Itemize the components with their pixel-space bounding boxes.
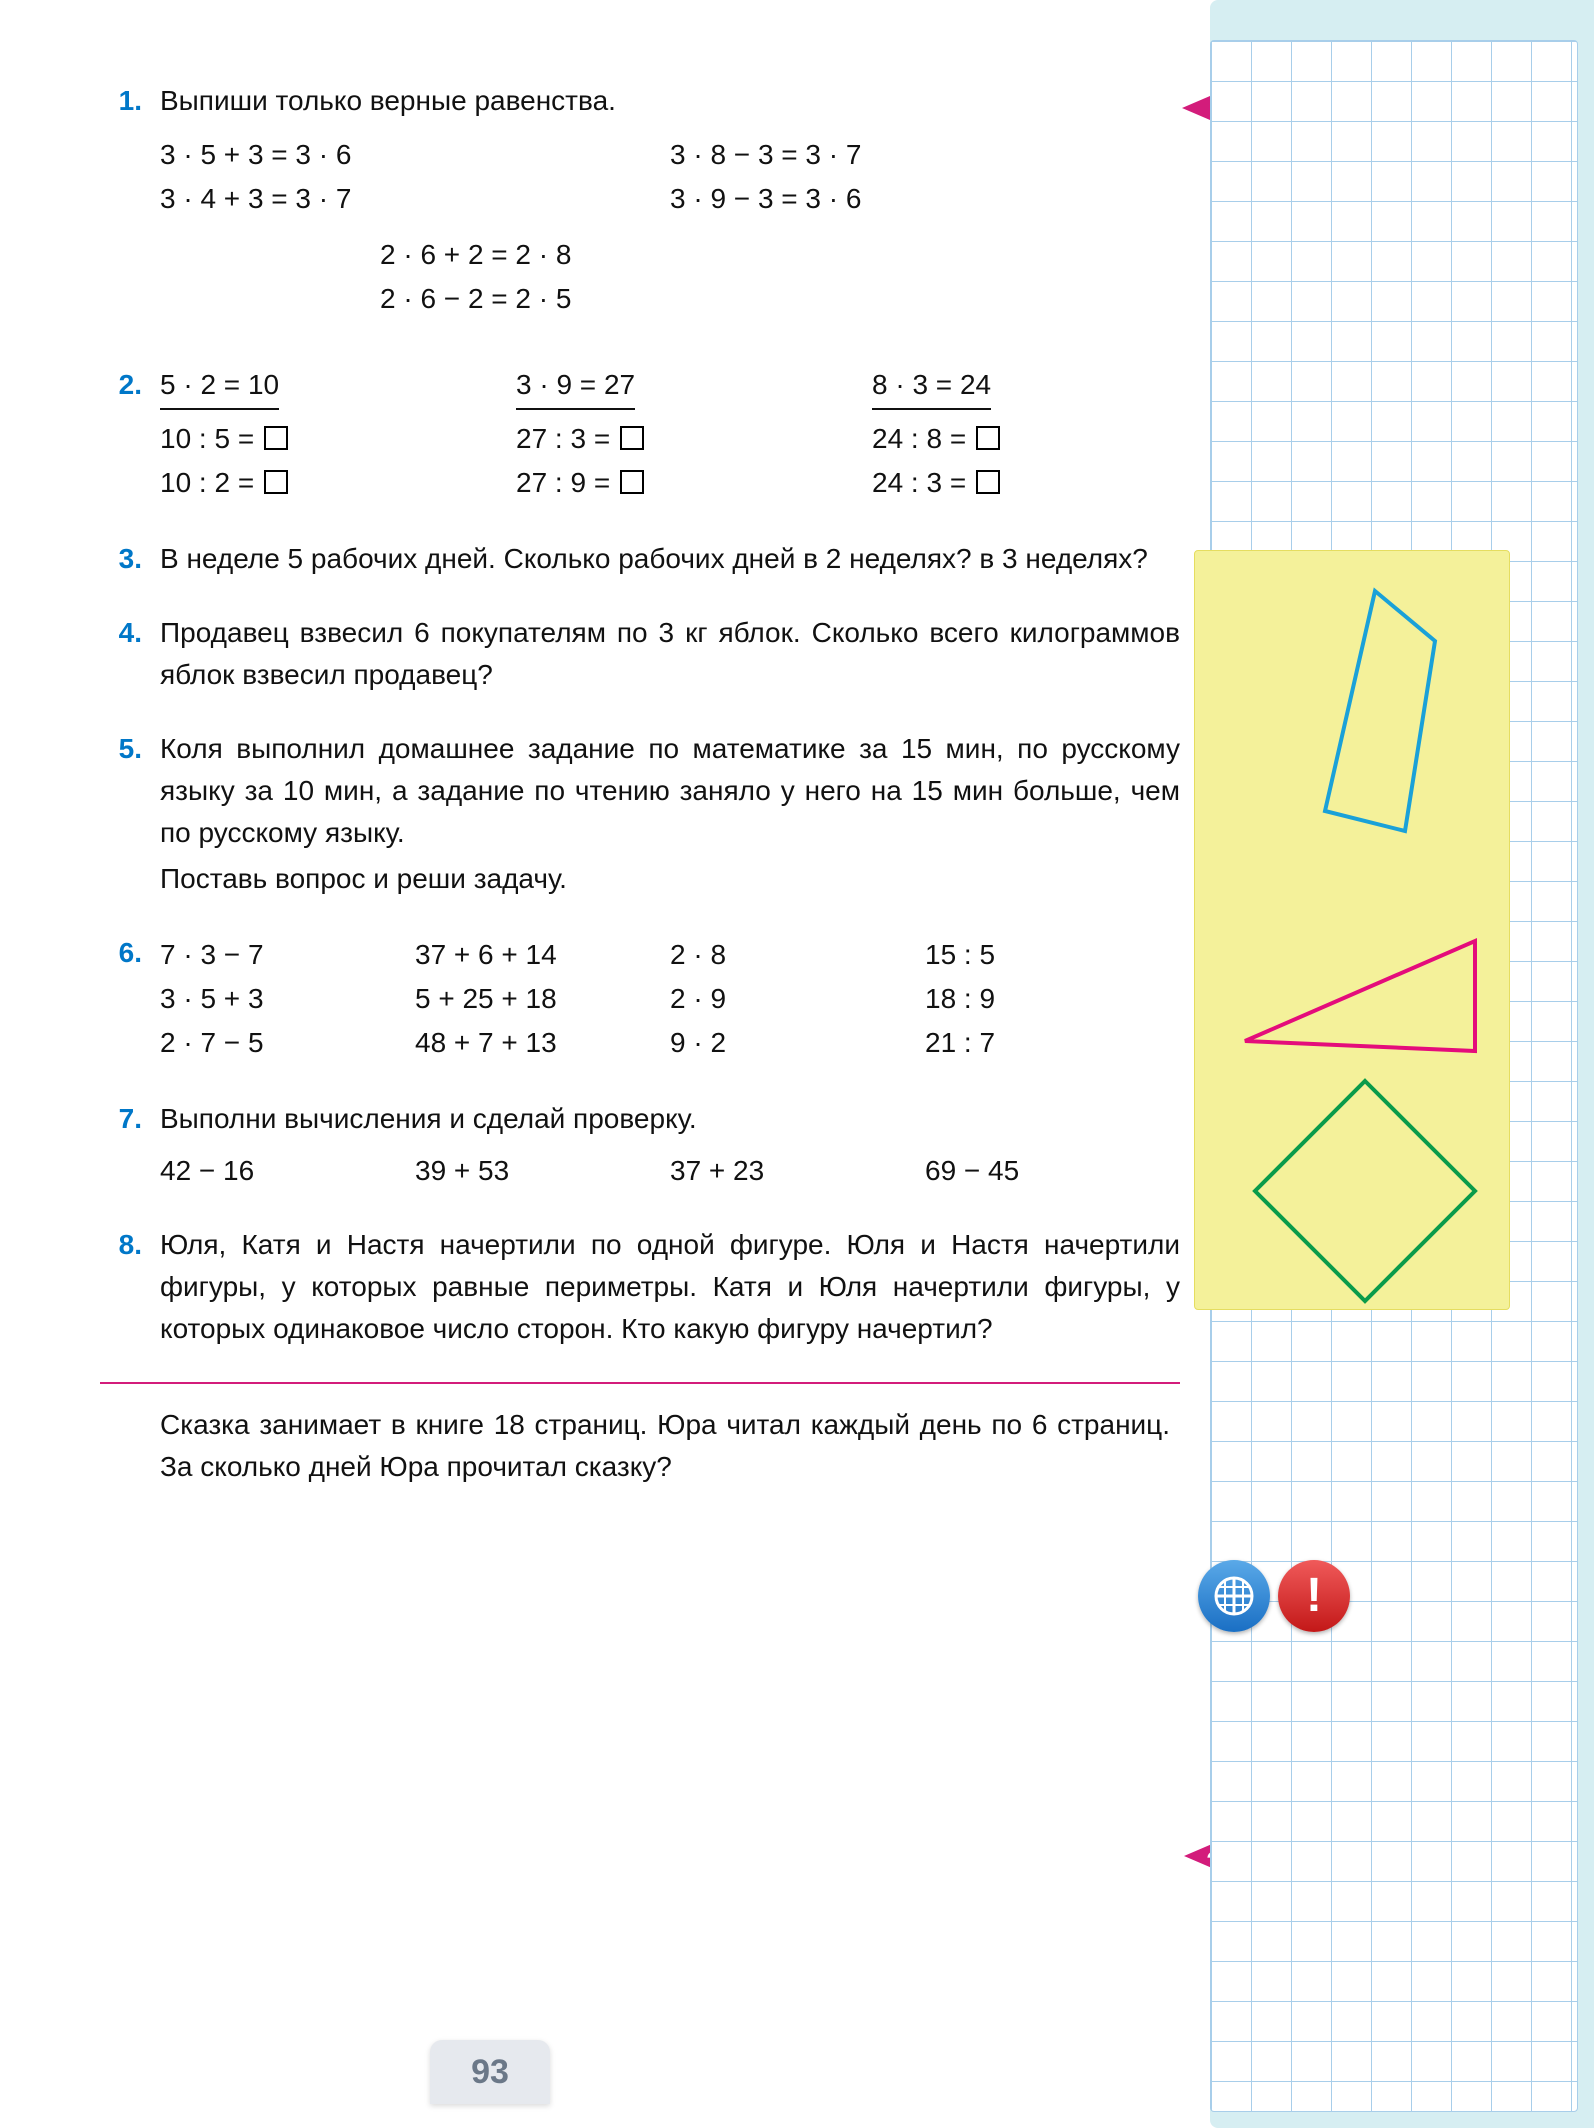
equation: 69 − 45 — [925, 1150, 1180, 1192]
equation: 48 + 7 + 13 — [415, 1022, 670, 1064]
task-body: Выпиши только верные равенства. 3 · 5 + … — [160, 80, 1180, 332]
equation: 10 : 2 = — [160, 467, 262, 498]
task-body: Выполни вычисления и сделай проверку. 42… — [160, 1098, 1180, 1192]
task-8: 8. Юля, Катя и Настя начертили по одной … — [100, 1224, 1180, 1350]
task-6: 6. 7 · 3 − 7 3 · 5 + 3 2 · 7 − 5 37 + 6 … — [100, 932, 1180, 1066]
task-text-2: Поставь вопрос и реши задачу. — [160, 858, 1180, 900]
equation: 27 : 9 = — [516, 467, 618, 498]
equation: 42 − 16 — [160, 1150, 415, 1192]
shape-diamond — [1255, 1081, 1475, 1301]
equation: 2 · 6 − 2 = 2 · 5 — [380, 278, 1180, 320]
task-prompt: Выполни вычисления и сделай проверку. — [160, 1098, 1180, 1140]
equation: 24 : 3 = — [872, 467, 974, 498]
equation: 27 : 3 = — [516, 423, 618, 454]
equation-head: 5 · 2 = 10 — [160, 364, 279, 410]
answer-box[interactable] — [976, 470, 1000, 494]
task-num: 5. — [100, 728, 142, 900]
task-num: 2. — [100, 364, 142, 506]
task-1: 1. Выпиши только верные равенства. 3 · 5… — [100, 80, 1180, 332]
equation: 10 : 5 = — [160, 423, 262, 454]
eq-col: 7 · 3 − 7 3 · 5 + 3 2 · 7 − 5 — [160, 932, 415, 1066]
equation: 2 · 6 + 2 = 2 · 8 — [380, 234, 1180, 276]
task-4: 4. Продавец взвесил 6 покупателям по 3 к… — [100, 612, 1180, 696]
equation: 37 + 23 — [670, 1150, 925, 1192]
task-num — [100, 1404, 142, 1488]
content-area: 1. Выпиши только верные равенства. 3 · 5… — [0, 0, 1210, 2128]
equation: 2 · 9 — [670, 978, 925, 1020]
equation: 7 · 3 − 7 — [160, 934, 415, 976]
equation: 37 + 6 + 14 — [415, 934, 670, 976]
equation: 24 : 8 = — [872, 423, 974, 454]
shapes-svg — [1195, 551, 1511, 1311]
equation: 18 : 9 — [925, 978, 1180, 1020]
divider — [100, 1382, 1180, 1384]
sidebar: ! — [1210, 0, 1594, 2128]
task-2: 2. 5 · 2 = 10 10 : 5 = 10 : 2 = 3 · 9 = … — [100, 364, 1180, 506]
eq-block: 5 · 2 = 10 10 : 5 = 10 : 2 = — [160, 364, 468, 506]
equation: 39 + 53 — [415, 1150, 670, 1192]
shapes-panel — [1194, 550, 1510, 1310]
task-text: Сказка занимает в книге 18 страниц. Юра … — [160, 1404, 1180, 1488]
task-num: 4. — [100, 612, 142, 696]
equation: 21 : 7 — [925, 1022, 1180, 1064]
globe-icon — [1198, 1560, 1270, 1632]
answer-box[interactable] — [620, 426, 644, 450]
equation: 3 · 9 − 3 = 3 · 6 — [670, 178, 1180, 220]
task-text: Коля выполнил домашнее задание по матема… — [160, 728, 1180, 854]
eq-col: 2 · 8 2 · 9 9 · 2 — [670, 932, 925, 1066]
eq-block: 8 · 3 = 24 24 : 8 = 24 : 3 = — [872, 364, 1180, 506]
shape-triangle — [1245, 941, 1475, 1051]
task-text: Продавец взвесил 6 покупателям по 3 кг я… — [160, 612, 1180, 696]
eq-block: 3 · 9 = 27 27 : 3 = 27 : 9 = — [516, 364, 824, 506]
task-body: 7 · 3 − 7 3 · 5 + 3 2 · 7 − 5 37 + 6 + 1… — [160, 932, 1180, 1066]
task-prompt: Выпиши только верные равенства. — [160, 80, 1180, 122]
exclamation-icon: ! — [1278, 1560, 1350, 1632]
answer-box[interactable] — [620, 470, 644, 494]
task-num: 8. — [100, 1224, 142, 1350]
equation-head: 8 · 3 = 24 — [872, 364, 991, 410]
answer-box[interactable] — [264, 470, 288, 494]
equation: 3 · 5 + 3 = 3 · 6 — [160, 134, 670, 176]
task-bottom: Сказка занимает в книге 18 страниц. Юра … — [100, 1404, 1180, 1488]
page: 1. Выпиши только верные равенства. 3 · 5… — [0, 0, 1594, 2128]
task-7: 7. Выполни вычисления и сделай проверку.… — [100, 1098, 1180, 1192]
task-num: 3. — [100, 538, 142, 580]
task-body: 5 · 2 = 10 10 : 5 = 10 : 2 = 3 · 9 = 27 … — [160, 364, 1180, 506]
equation: 3 · 8 − 3 = 3 · 7 — [670, 134, 1180, 176]
equation-head: 3 · 9 = 27 — [516, 364, 635, 410]
task-num: 6. — [100, 932, 142, 1066]
answer-box[interactable] — [976, 426, 1000, 450]
answer-box[interactable] — [264, 426, 288, 450]
equation: 15 : 5 — [925, 934, 1180, 976]
task-num: 1. — [100, 80, 142, 332]
task-text: В неделе 5 рабочих дней. Сколько рабочих… — [160, 538, 1180, 580]
task-num: 7. — [100, 1098, 142, 1192]
equation: 2 · 7 − 5 — [160, 1022, 415, 1064]
equation: 5 + 25 + 18 — [415, 978, 670, 1020]
eq-col: 37 + 6 + 14 5 + 25 + 18 48 + 7 + 13 — [415, 932, 670, 1066]
shape-quadrilateral — [1325, 591, 1435, 831]
eq-col: 15 : 5 18 : 9 21 : 7 — [925, 932, 1180, 1066]
task-3: 3. В неделе 5 рабочих дней. Сколько рабо… — [100, 538, 1180, 580]
equation: 2 · 8 — [670, 934, 925, 976]
task-text: Юля, Катя и Настя начертили по одной фиг… — [160, 1224, 1180, 1350]
task-5: 5. Коля выполнил домашнее задание по мат… — [100, 728, 1180, 900]
page-number: 93 — [430, 2040, 550, 2104]
sidebar-icons: ! — [1198, 1560, 1350, 1632]
equation: 9 · 2 — [670, 1022, 925, 1064]
equation: 3 · 5 + 3 — [160, 978, 415, 1020]
task-body: Коля выполнил домашнее задание по матема… — [160, 728, 1180, 900]
exclamation-glyph: ! — [1306, 1560, 1322, 1632]
equation: 3 · 4 + 3 = 3 · 7 — [160, 178, 670, 220]
